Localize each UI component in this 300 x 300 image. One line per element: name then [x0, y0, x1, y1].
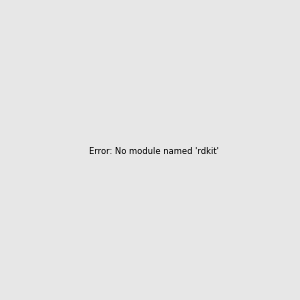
Text: Error: No module named 'rdkit': Error: No module named 'rdkit'	[89, 147, 219, 156]
